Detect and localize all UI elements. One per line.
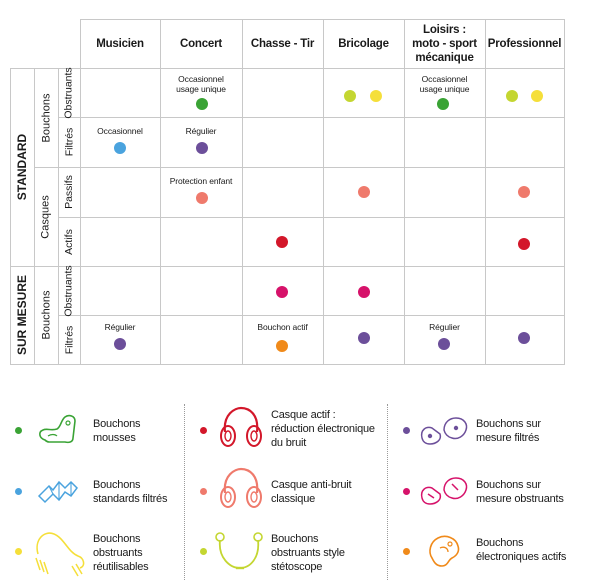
cell-note: Régulier xyxy=(104,322,136,332)
column-header-bricolage: Bricolage xyxy=(338,38,389,50)
legend-dot xyxy=(200,427,207,434)
custom-filtered-earplug-icon xyxy=(420,417,468,445)
marker-dot xyxy=(438,338,450,350)
legend-dot xyxy=(403,548,410,555)
legend-label: Casque anti-bruit classique xyxy=(271,479,352,505)
row-type-filtres-sur-mesure: Filtrés xyxy=(63,325,75,354)
legend-label: Bouchons sur mesure obstruants xyxy=(476,479,564,505)
stethoscope-earplug-icon xyxy=(215,532,263,570)
cell-note: Occasionnel usage unique xyxy=(176,74,226,94)
marker-dot xyxy=(196,192,208,204)
marker-dot xyxy=(518,238,530,250)
marker-dot xyxy=(358,186,370,198)
marker-dot xyxy=(344,90,356,102)
row-type-obstruants-sur-mesure: Obstruants xyxy=(63,264,76,317)
subgroup-label-casques: Casques xyxy=(40,194,53,239)
row-type-passifs: Passifs xyxy=(63,175,75,209)
marker-dot xyxy=(437,98,449,110)
marker-dot xyxy=(196,142,208,154)
group-label-standard: STANDARD xyxy=(15,133,30,201)
legend-dot xyxy=(403,488,410,495)
marker-dot xyxy=(276,340,288,352)
subgroup-label-bouchons-sur-mesure: Bouchons xyxy=(40,290,52,340)
marker-dot xyxy=(518,332,530,344)
passive-headset-icon xyxy=(220,467,262,508)
electronic-earplug-icon xyxy=(429,535,460,567)
marker-dot xyxy=(114,142,126,154)
marker-dot xyxy=(196,98,208,110)
group-label-sur-mesure: SUR MESURE xyxy=(15,274,30,356)
legend-dot xyxy=(15,427,22,434)
cell-note: Occasionnel usage unique xyxy=(419,74,470,94)
legend-dot xyxy=(15,548,22,555)
custom-obstructing-earplug-icon xyxy=(420,477,468,505)
row-type-obstruants: Obstruants xyxy=(63,66,76,119)
legend-label: Bouchons obstruants style stétoscope xyxy=(271,533,345,573)
column-header-concert: Concert xyxy=(179,38,223,50)
legend-label: Bouchons électroniques actifs xyxy=(476,537,567,563)
cell-note: Régulier xyxy=(429,322,460,332)
row-type-actifs: Actifs xyxy=(63,228,76,255)
legend-dot xyxy=(15,488,22,495)
cell-note: Occasionnel xyxy=(97,126,143,136)
marker-dot xyxy=(370,90,382,102)
column-header-professionnel: Professionnel xyxy=(487,38,562,50)
cell-note: Protection enfant xyxy=(169,176,233,186)
reusable-earplug-icon xyxy=(35,532,85,577)
cell-note: Bouchon actif xyxy=(257,322,308,332)
marker-dot xyxy=(358,332,370,344)
marker-dot xyxy=(276,286,288,298)
marker-dot xyxy=(518,186,530,198)
column-header-loisirs: Loisirs : moto - sport mécanique xyxy=(412,24,477,64)
marker-dot xyxy=(114,338,126,350)
marker-dot xyxy=(276,236,288,248)
cell-note: Régulier xyxy=(185,126,217,136)
legend-dot xyxy=(200,488,207,495)
legend-label: Casque actif : réduction électronique du… xyxy=(271,409,375,449)
foam-earplug-icon xyxy=(39,414,76,444)
marker-dot xyxy=(506,90,518,102)
marker-dot xyxy=(531,90,543,102)
legend-label: Bouchons mousses xyxy=(93,418,141,444)
column-header-chasse-tir: Chasse - Tir xyxy=(250,38,315,50)
legend-dot xyxy=(403,427,410,434)
subgroup-label-bouchons: Bouchons xyxy=(40,93,52,142)
legend-dot xyxy=(200,548,207,555)
marker-dot xyxy=(358,286,370,298)
legend-label: Bouchons sur mesure filtrés xyxy=(476,418,541,444)
filtered-earplug-icon xyxy=(37,480,78,504)
active-headset-icon xyxy=(220,406,262,447)
row-type-filtres: Filtrés xyxy=(63,127,75,157)
legend-label: Bouchons obstruants réutilisables xyxy=(93,533,149,573)
column-header-musicien: Musicien xyxy=(96,38,144,50)
legend-label: Bouchons standards filtrés xyxy=(93,479,168,505)
